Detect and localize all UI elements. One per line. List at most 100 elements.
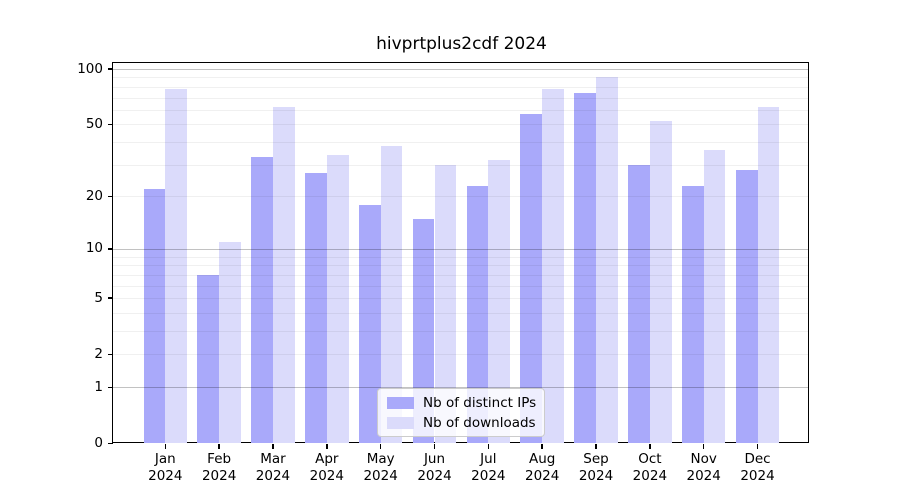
x-tick-label-mar: Mar 2024: [243, 451, 303, 484]
bar-aug-downloads: [542, 88, 564, 444]
y-tick-label-1: 1: [94, 378, 103, 395]
gridline-minor-40: [113, 142, 809, 144]
x-tick-nov: [703, 444, 705, 449]
legend-item-downloads: Nb of downloads: [378, 415, 544, 431]
x-tick-jul: [487, 444, 490, 449]
y-tick-10: [108, 248, 113, 250]
x-tick-year-mar: 2024: [255, 467, 291, 484]
x-tick-label-jan: Jan 2024: [135, 451, 195, 484]
y-tick-2: [108, 353, 113, 356]
chart-title: hivprtplus2cdf 2024: [376, 34, 547, 54]
gridline-minor-30: [113, 164, 809, 166]
bar-nov-distinct-ips: [682, 185, 704, 444]
x-tick-aug: [541, 444, 543, 449]
bar-feb-distinct-ips: [197, 274, 220, 444]
plot-area: [112, 62, 809, 443]
x-tick-label-feb: Feb 2024: [189, 451, 249, 484]
legend: Nb of distinct IPs Nb of downloads: [377, 388, 545, 437]
legend-label-downloads: Nb of downloads: [423, 414, 536, 431]
y-tick-1: [108, 386, 113, 388]
bar-jun-downloads: [434, 164, 457, 444]
gridline-minor-7: [113, 274, 809, 276]
bar-dec-downloads: [757, 107, 780, 444]
gridline-minor-2: [113, 354, 809, 356]
y-tick-label-2: 2: [94, 345, 103, 362]
x-tick-year-feb: 2024: [201, 467, 237, 484]
bar-feb-downloads: [219, 241, 241, 444]
x-tick-oct: [649, 444, 651, 449]
x-tick-year-sep: 2024: [578, 467, 614, 484]
gridline-minor-70: [113, 97, 809, 99]
x-tick-label-apr: Apr 2024: [297, 451, 357, 484]
bar-jun-distinct-ips: [412, 218, 435, 444]
y-tick-label-5: 5: [94, 289, 103, 306]
bar-oct-downloads: [649, 121, 672, 444]
gridline-minor-3: [113, 331, 809, 332]
legend-swatch-downloads: [387, 416, 414, 429]
x-tick-jan: [164, 444, 166, 449]
x-tick-year-oct: 2024: [632, 467, 668, 484]
gridline-minor-60: [113, 109, 809, 111]
x-tick-year-jan: 2024: [148, 467, 183, 484]
bar-apr-downloads: [326, 154, 349, 444]
bar-may-distinct-ips: [358, 204, 381, 444]
gridline-major-10: [113, 248, 809, 250]
y-tick-label-20: 20: [85, 187, 103, 204]
x-tick-label-oct: Oct 2024: [620, 451, 680, 484]
y-tick-label-10: 10: [85, 240, 103, 257]
bar-mar-distinct-ips: [251, 157, 273, 444]
legend-label-distinct-ips: Nb of distinct IPs: [423, 394, 537, 411]
x-tick-dec: [756, 444, 759, 449]
gridline-minor-50: [113, 124, 809, 126]
x-tick-label-sep: Sep 2024: [566, 451, 626, 484]
gridline-minor-9: [113, 256, 809, 258]
gridline-major-100: [113, 69, 809, 70]
x-tick-year-nov: 2024: [686, 467, 721, 484]
bar-jul-downloads: [488, 159, 511, 444]
x-tick-year-jul: 2024: [471, 467, 506, 484]
bar-may-downloads: [380, 146, 403, 444]
x-tick-sep: [595, 444, 597, 449]
legend-item-distinct-ips: Nb of distinct IPs: [378, 395, 544, 411]
bar-jul-distinct-ips: [466, 185, 489, 444]
bar-oct-distinct-ips: [628, 164, 650, 444]
gridline-minor-6: [113, 285, 809, 287]
bar-nov-downloads: [703, 150, 726, 444]
x-tick-label-nov: Nov 2024: [674, 451, 734, 484]
y-tick-100: [108, 68, 113, 70]
x-tick-year-may: 2024: [363, 467, 398, 484]
gridline-minor-8: [113, 265, 809, 267]
bar-mar-downloads: [272, 107, 295, 444]
gridline-minor-90: [113, 77, 809, 79]
y-tick-label-50: 50: [85, 115, 103, 132]
bar-jan-downloads: [165, 88, 187, 444]
bar-aug-distinct-ips: [520, 114, 543, 444]
gridline-major-1: [113, 387, 809, 389]
x-tick-label-jul: Jul 2024: [458, 451, 518, 484]
y-tick-label-100: 100: [77, 60, 103, 77]
x-tick-label-jun: Jun 2024: [405, 451, 465, 484]
x-tick-year-apr: 2024: [309, 467, 344, 484]
bar-jan-distinct-ips: [143, 189, 166, 444]
y-tick-20: [108, 195, 113, 198]
x-tick-may: [379, 444, 382, 449]
x-tick-label-may: May 2024: [351, 451, 411, 484]
gridline-minor-4: [113, 312, 809, 314]
x-tick-feb: [218, 444, 220, 449]
bar-apr-distinct-ips: [305, 173, 327, 444]
gridline-minor-20: [113, 196, 809, 198]
bar-dec-distinct-ips: [735, 170, 758, 444]
x-tick-year-aug: 2024: [524, 467, 560, 484]
x-tick-label-aug: Aug 2024: [512, 451, 572, 484]
y-tick-0: [108, 442, 113, 445]
y-tick-50: [108, 123, 113, 126]
y-tick-5: [108, 297, 113, 299]
x-tick-label-dec: Dec 2024: [728, 451, 788, 484]
x-tick-mar: [272, 444, 274, 449]
gridline-minor-5: [113, 298, 809, 300]
gridline-minor-80: [113, 86, 809, 88]
legend-swatch-distinct-ips: [387, 396, 414, 409]
x-tick-year-jun: 2024: [417, 467, 452, 484]
bar-sep-downloads: [596, 77, 618, 444]
